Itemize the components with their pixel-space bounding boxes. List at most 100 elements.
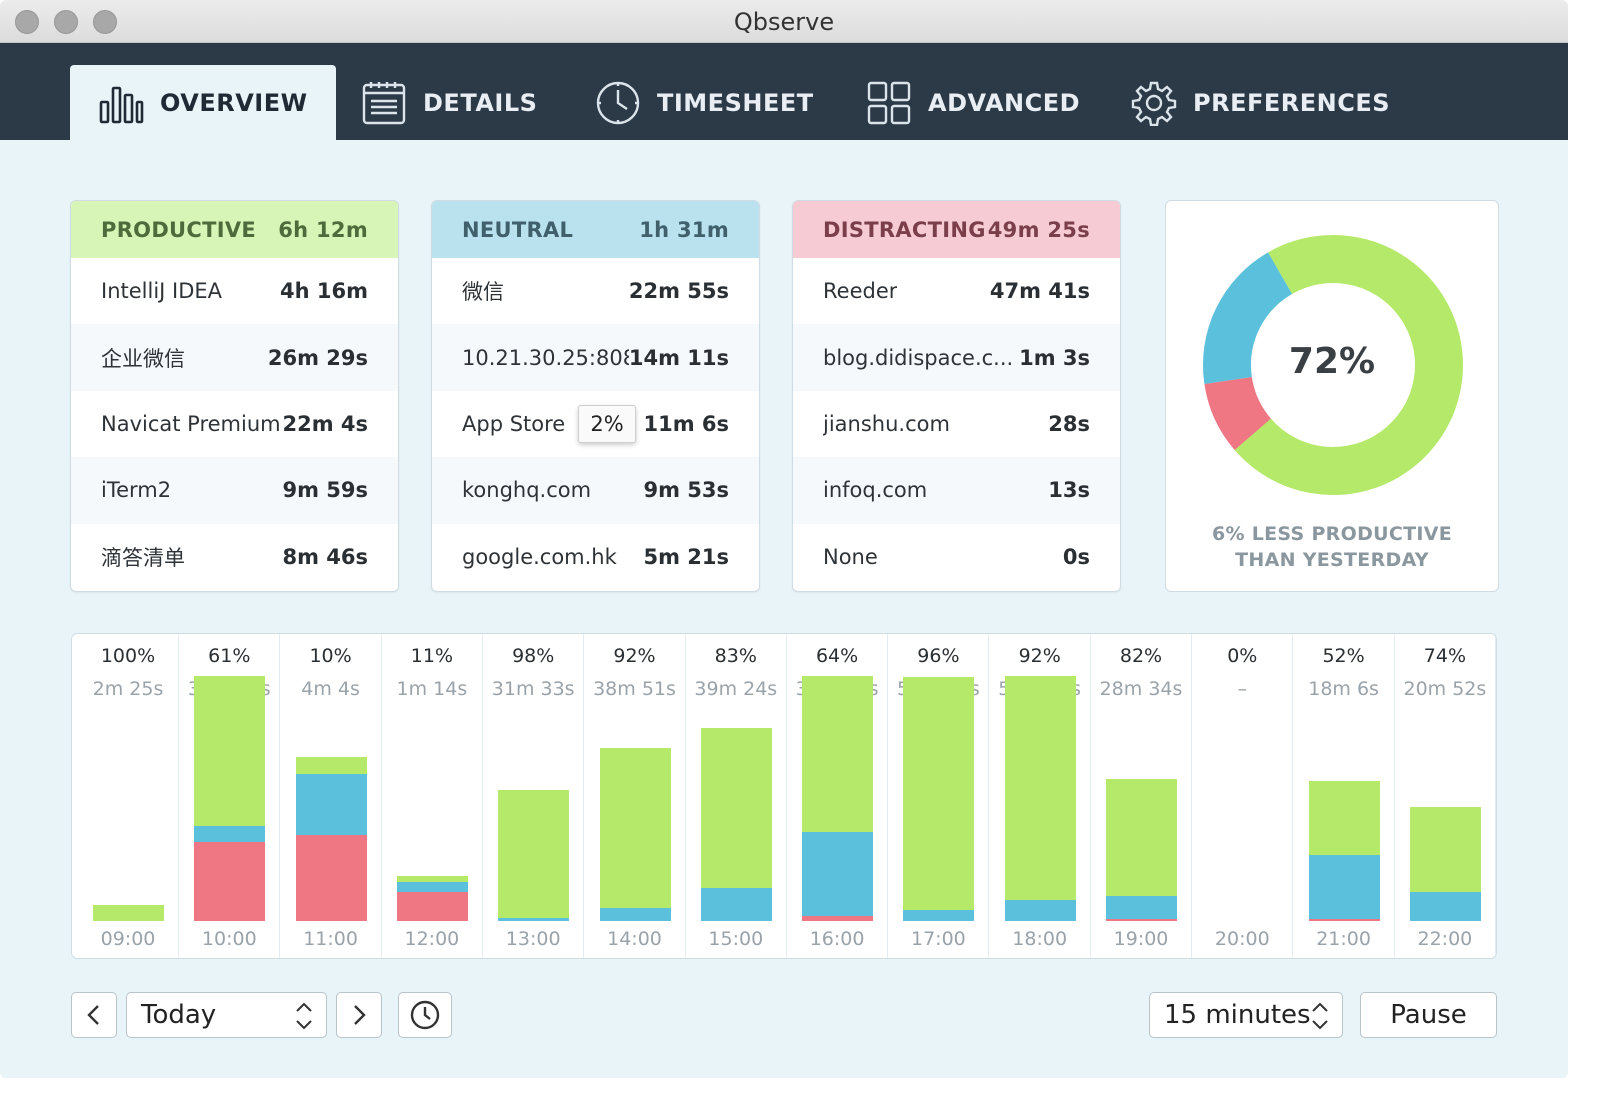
list-item[interactable]: None 0s [793, 524, 1120, 590]
distracting-donut-slice[interactable] [1183, 215, 1482, 514]
hour-column[interactable]: 83% 39m 24s 15:00 [686, 634, 787, 958]
tab-overview[interactable]: OVERVIEW [70, 65, 336, 140]
hour-column[interactable]: 100% 2m 25s 09:00 [78, 634, 179, 958]
app-time: 47m 41s [989, 279, 1090, 304]
productive-segment [1106, 779, 1177, 896]
neutral-card-header[interactable]: NEUTRAL 1h 31m [432, 201, 759, 258]
app-name: blog.didispace.c... [823, 345, 1014, 370]
hour-column[interactable]: 64%38m 23s16:00 [787, 634, 889, 958]
hour-column[interactable]: 11% 1m 14s 12:00 [382, 634, 483, 958]
hour-column[interactable]: 74% 20m 52s 22:00 [1395, 634, 1496, 958]
hour-column[interactable]: 92% 38m 51s 14:00 [585, 634, 686, 958]
up-down-stepper-icon [1312, 1002, 1328, 1030]
productive-card: PRODUCTIVE 6h 12m IntelliJ IDEA 4h 16m 企业… [70, 200, 399, 592]
list-item[interactable]: 微信 22m 55s [432, 258, 759, 324]
list-item[interactable]: IntelliJ IDEA 4h 16m [71, 258, 398, 324]
distracting-card-header[interactable]: DISTRACTING 49m 25s [793, 201, 1120, 258]
hour-column[interactable]: 0% – 20:00 [1192, 634, 1294, 958]
hour-column[interactable]: 52% 18m 6s 21:00 [1294, 634, 1395, 958]
hour-label: 09:00 [100, 928, 156, 950]
app-name: 微信 [462, 280, 504, 305]
hour-label: 18:00 [1012, 928, 1068, 950]
app-name: App Store [462, 411, 566, 436]
hour-column[interactable]: 82% 28m 34s 19:00 [1091, 634, 1192, 958]
list-item[interactable]: iTerm2 9m 59s [71, 457, 398, 524]
hour-stacked-bar[interactable] [599, 748, 671, 921]
neutral-segment [498, 918, 570, 921]
productivity-donut-chart[interactable] [1166, 201, 1500, 521]
list-item[interactable]: 企业微信 26m 29s [71, 324, 398, 391]
hour-stacked-bar[interactable] [802, 676, 874, 921]
hour-stacked-bar[interactable] [903, 677, 975, 921]
hour-column[interactable]: 96%57m 27s17:00 [888, 634, 990, 958]
hour-productivity-percent: 92% [613, 645, 656, 667]
list-item[interactable]: 10.21.30.25:808014m 11s [432, 324, 759, 391]
tab-advanced[interactable]: ADVANCED [866, 65, 1080, 140]
minimize-window-button[interactable] [54, 10, 78, 34]
hour-stacked-bar[interactable] [700, 728, 772, 921]
distracting-segment [1308, 919, 1380, 921]
app-time: 9m 59s [282, 478, 368, 503]
hour-column[interactable]: 10% 4m 4s 11:00 [281, 634, 382, 958]
list-item[interactable]: infoq.com 13s [793, 457, 1120, 524]
distracting-segment [295, 834, 367, 921]
neutral-donut-slice[interactable] [1203, 234, 1463, 495]
distracting-segment [1106, 918, 1177, 921]
zoom-window-button[interactable] [93, 10, 117, 34]
productive-segment [1308, 781, 1380, 855]
neutral-segment [194, 825, 266, 843]
hour-productivity-percent: 96% [917, 645, 960, 667]
hour-column[interactable]: 92%54m 57s18:00 [990, 634, 1091, 958]
hour-stacked-bar[interactable] [295, 757, 367, 921]
hour-column[interactable]: 98% 31m 33s 13:00 [483, 634, 585, 958]
list-item[interactable]: 滴答清单 8m 46s [71, 524, 398, 590]
productive-card-header[interactable]: PRODUCTIVE 6h 12m [71, 201, 398, 258]
list-item[interactable]: Reeder 47m 41s [793, 258, 1120, 324]
hour-label: 15:00 [708, 928, 764, 950]
list-item[interactable]: App Store 11m 6s [432, 391, 759, 457]
history-clock-button[interactable] [398, 992, 452, 1038]
hour-stacked-bar[interactable] [1308, 781, 1380, 921]
productive-segment [194, 676, 266, 826]
hour-stacked-bar[interactable] [1409, 807, 1481, 921]
hour-stacked-bar[interactable] [1004, 676, 1076, 921]
next-day-button[interactable] [336, 992, 382, 1038]
previous-day-button[interactable] [71, 992, 117, 1038]
chevron-right-icon [354, 1005, 366, 1025]
tab-preferences[interactable]: PREFERENCES [1131, 65, 1390, 140]
list-item[interactable]: konghq.com 9m 53s [432, 457, 759, 524]
interval-select[interactable]: 15 minutes [1149, 992, 1343, 1038]
pause-button[interactable]: Pause [1360, 992, 1497, 1038]
distracting-card: DISTRACTING 49m 25s Reeder 47m 41s blog.d… [792, 200, 1121, 592]
hour-column[interactable]: 61%36m 42s10:00 [179, 634, 281, 958]
hour-stacked-bar[interactable] [396, 876, 468, 921]
list-item[interactable]: google.com.hk 5m 21s [432, 524, 759, 590]
app-name: infoq.com [823, 478, 928, 503]
hour-productivity-percent: 11% [410, 645, 453, 667]
list-item[interactable]: Navicat Premium 22m 4s [71, 391, 398, 457]
productive-title: PRODUCTIVE [101, 217, 257, 242]
date-select[interactable]: Today [126, 992, 327, 1038]
app-time: 4h 16m [280, 279, 368, 304]
hour-duration: 1m 14s [396, 678, 468, 700]
neutral-segment [903, 910, 975, 921]
list-item[interactable]: blog.didispace.c... 1m 3s [793, 324, 1120, 391]
tab-timesheet-label: TIMESHEET [657, 88, 814, 117]
hour-productivity-percent: 82% [1119, 645, 1163, 667]
tab-details[interactable]: DETAILS [361, 65, 537, 140]
neutral-segment [295, 773, 367, 835]
close-window-button[interactable] [15, 10, 39, 34]
hour-productivity-percent: 0% [1227, 645, 1258, 667]
hour-label: 17:00 [911, 928, 966, 950]
distracting-segment [802, 915, 874, 921]
app-name: 企业微信 [101, 346, 185, 371]
list-item[interactable]: jianshu.com 28s [793, 391, 1120, 457]
hour-stacked-bar[interactable] [498, 789, 570, 921]
hour-label: 10:00 [201, 928, 257, 950]
hour-stacked-bar[interactable] [93, 905, 164, 921]
hour-stacked-bar[interactable] [194, 676, 266, 921]
hour-label: 19:00 [1113, 928, 1169, 950]
tab-timesheet[interactable]: TIMESHEET [595, 65, 814, 140]
hour-productivity-percent: 74% [1423, 645, 1466, 667]
hour-stacked-bar[interactable] [1106, 779, 1177, 921]
